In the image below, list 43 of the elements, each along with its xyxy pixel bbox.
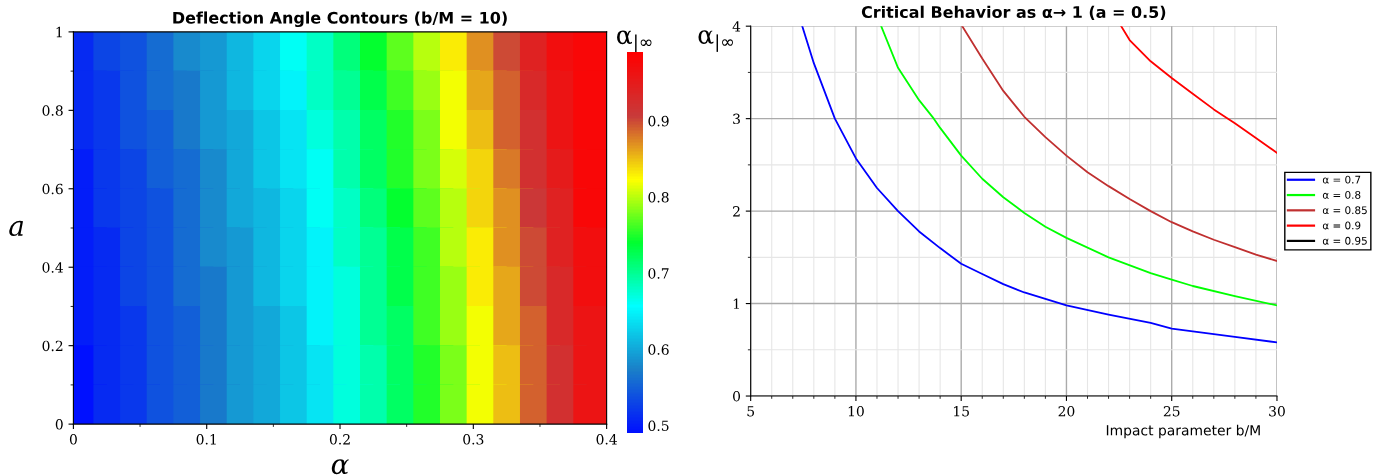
legend-label: α = 0.7: [1322, 175, 1361, 184]
x-axis-title: α: [331, 459, 349, 475]
y-tick-label: 0.2: [42, 340, 63, 352]
x-axis-title: Impact parameter b/M: [1106, 424, 1260, 439]
y-tick-label: 0.4: [42, 262, 63, 273]
y-tick-label: 0: [55, 419, 63, 430]
y-tick-label: 0.8: [42, 105, 63, 116]
y-tick-label: 2: [733, 206, 740, 217]
color-bar-title: α$_{|∞}$: [617, 30, 652, 53]
y-tick-label: 1: [733, 298, 739, 309]
chart-title: Deflection Angle Contours (b/M = 10): [173, 11, 507, 28]
x-tick-label: 0.2: [329, 434, 350, 445]
x-tick-label: 0: [69, 434, 77, 445]
color-bar-label: 0.5: [648, 420, 669, 432]
color-bar-label: 0.6: [648, 344, 669, 355]
y-tick-label: 4: [732, 21, 741, 32]
y-tick-label: 0: [733, 391, 741, 402]
y-axis-title: a: [9, 220, 24, 237]
chart-title: Critical Behavior as α→ 1 (a = 0.5): [861, 5, 1166, 20]
line-series: [1120, 26, 1277, 154]
color-bar-label: 0.8: [648, 192, 669, 203]
x-tick-label: 0.3: [463, 434, 484, 445]
x-tick-label: 20: [1058, 406, 1075, 417]
line-series: [880, 26, 1277, 307]
x-tick-label: 25: [1163, 406, 1180, 417]
line-series: [961, 26, 1277, 262]
y-axis-title: α$_{|∞}$: [698, 30, 733, 52]
color-bar-label: 0.7: [648, 268, 669, 279]
y-tick-label: 3: [733, 113, 740, 125]
y-tick-label: 1: [56, 26, 62, 38]
color-bar-label: 0.9: [648, 115, 669, 127]
legend-label: α = 0.8: [1322, 190, 1361, 199]
x-tick-label: 0.4: [596, 434, 617, 445]
x-tick-label: 10: [848, 406, 864, 417]
line-series: [801, 26, 1277, 344]
x-tick-label: 15: [954, 406, 969, 417]
x-tick-label: 5: [747, 406, 755, 417]
legend-label: α = 0.95: [1322, 236, 1367, 245]
x-tick-label: 30: [1269, 406, 1285, 417]
y-tick-label: 0.6: [42, 183, 63, 195]
legend-label: α = 0.85: [1322, 206, 1367, 215]
x-tick-label: 0.1: [196, 434, 216, 445]
legend-label: α = 0.9: [1322, 221, 1361, 230]
